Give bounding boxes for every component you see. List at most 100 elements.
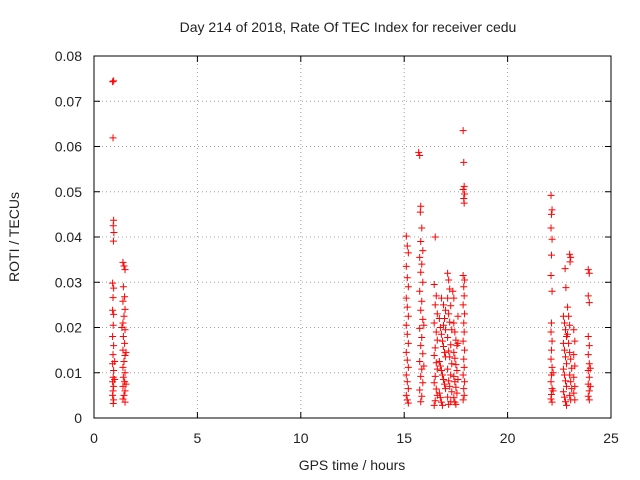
data-point: [416, 386, 424, 394]
data-point: [450, 372, 458, 380]
data-point: [548, 363, 556, 371]
plot-frame: [93, 55, 612, 419]
data-point: [402, 232, 410, 240]
data-point: [459, 337, 467, 345]
data-point: [584, 392, 592, 400]
data-point: [560, 393, 568, 401]
data-point: [436, 362, 444, 370]
data-point: [585, 299, 593, 307]
data-point: [449, 287, 457, 295]
data-point: [444, 365, 452, 373]
data-point: [450, 348, 458, 356]
data-point: [461, 276, 469, 284]
data-point: [432, 328, 440, 336]
data-point: [420, 362, 428, 370]
data-point: [445, 276, 453, 284]
data-point: [547, 210, 555, 218]
data-point: [119, 373, 127, 381]
data-point: [566, 258, 574, 266]
data-point: [447, 371, 455, 379]
data-point: [119, 283, 127, 291]
data-point: [419, 379, 427, 387]
x-tick-label: 20: [500, 430, 516, 446]
y-tick-label: 0.01: [55, 365, 82, 381]
data-point: [446, 318, 454, 326]
data-point: [121, 352, 129, 360]
data-point: [403, 356, 411, 364]
data-point: [109, 279, 117, 287]
data-point: [403, 274, 411, 282]
data-point: [110, 228, 118, 236]
data-point: [111, 376, 119, 384]
data-point: [566, 371, 574, 379]
data-point: [547, 395, 555, 403]
data-point: [571, 396, 579, 404]
data-point: [120, 391, 128, 399]
data-point: [417, 238, 425, 246]
data-point: [564, 330, 572, 338]
data-point: [430, 401, 438, 409]
data-point: [402, 262, 410, 270]
data-point: [441, 348, 449, 356]
data-point: [439, 376, 447, 384]
data-point: [562, 398, 570, 406]
y-axis-label: ROTI / TECUs: [6, 192, 22, 282]
data-point: [110, 310, 118, 318]
data-point: [452, 400, 460, 408]
data-point: [566, 391, 574, 399]
data-point: [459, 371, 467, 379]
data-point: [109, 237, 117, 245]
data-point: [567, 355, 575, 363]
data-point: [445, 310, 453, 318]
data-point: [437, 330, 445, 338]
data-point: [452, 361, 460, 369]
data-point: [404, 283, 412, 291]
data-point: [547, 328, 555, 336]
data-point: [432, 385, 440, 393]
data-point: [453, 366, 461, 374]
data-point: [460, 283, 468, 291]
data-point: [563, 382, 571, 390]
data-point: [584, 351, 592, 359]
y-tick-label: 0.07: [55, 93, 82, 109]
data-point: [461, 310, 469, 318]
data-point: [431, 301, 439, 309]
data-point: [121, 339, 129, 347]
data-point: [110, 342, 118, 350]
data-point: [562, 326, 570, 334]
data-point: [109, 391, 117, 399]
data-point: [419, 350, 427, 358]
data-point: [585, 342, 593, 350]
grid-lines: [94, 56, 611, 418]
data-point: [453, 389, 461, 397]
y-tick-label: 0.02: [55, 320, 82, 336]
data-point: [436, 394, 444, 402]
data-point: [418, 260, 426, 268]
data-point: [110, 366, 118, 374]
data-point: [559, 388, 567, 396]
data-point: [417, 202, 425, 210]
data-point: [570, 351, 578, 359]
data-point: [418, 392, 426, 400]
data-point: [402, 371, 410, 379]
data-point: [439, 301, 447, 309]
data-point: [417, 306, 425, 314]
data-point: [547, 251, 555, 259]
data-point: [586, 364, 594, 372]
data-point: [109, 294, 117, 302]
data-point: [417, 372, 425, 380]
data-point: [435, 357, 443, 365]
data-point: [564, 303, 572, 311]
data-point: [402, 391, 410, 399]
data-point: [402, 321, 410, 329]
data-point: [586, 382, 594, 390]
data-point: [439, 343, 447, 351]
data-point: [548, 337, 556, 345]
y-tick-labels: 0 0.01 0.02 0.03 0.04 0.05 0.06 0.07 0.08: [55, 48, 82, 426]
data-point: [109, 400, 117, 408]
data-point: [570, 389, 578, 397]
data-point: [444, 393, 452, 401]
data-point: [547, 355, 555, 363]
data-point: [447, 302, 455, 310]
data-point: [438, 337, 446, 345]
